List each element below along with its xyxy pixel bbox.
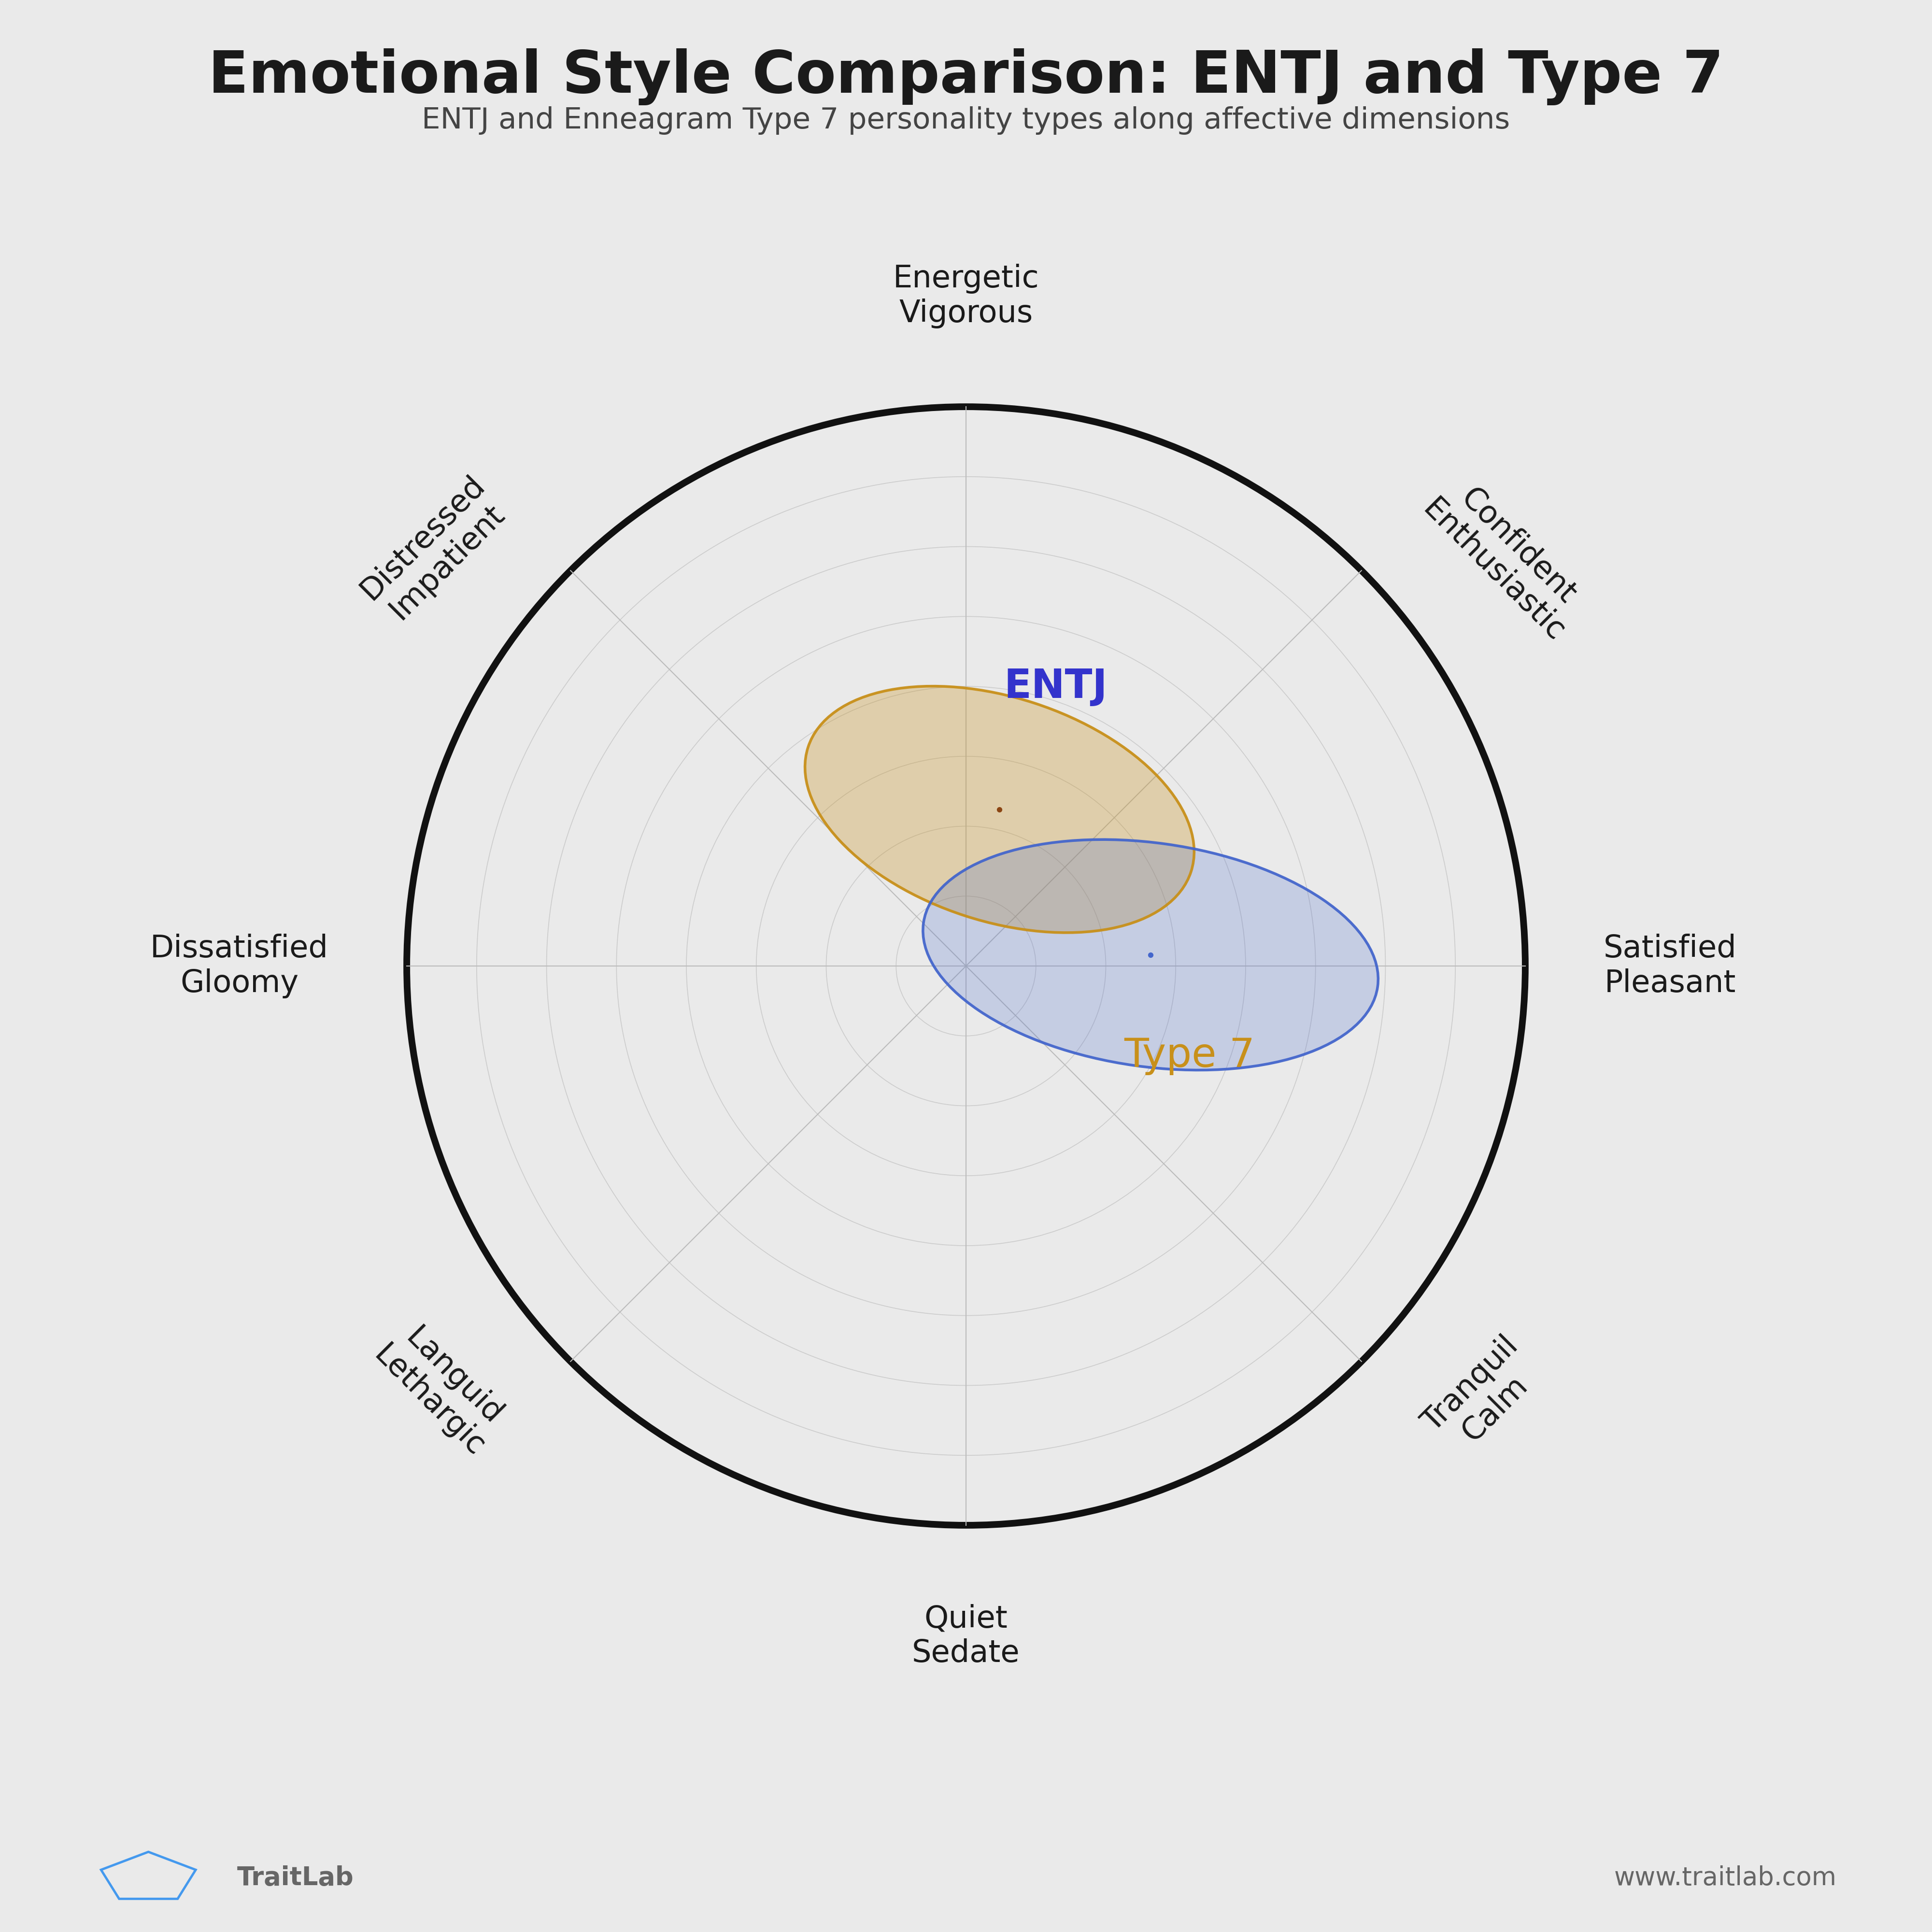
Text: Emotional Style Comparison: ENTJ and Type 7: Emotional Style Comparison: ENTJ and Typ… <box>209 48 1723 104</box>
Text: Satisfied
Pleasant: Satisfied Pleasant <box>1604 933 1737 999</box>
Text: Dissatisfied
Gloomy: Dissatisfied Gloomy <box>151 933 328 999</box>
Point <box>983 794 1014 825</box>
Text: ENTJ: ENTJ <box>1005 667 1107 705</box>
Text: Energetic
Vigorous: Energetic Vigorous <box>893 265 1039 328</box>
Text: TraitLab: TraitLab <box>238 1864 354 1889</box>
Text: Type 7: Type 7 <box>1124 1036 1256 1074</box>
Text: Confident
Enthusiastic: Confident Enthusiastic <box>1416 469 1596 647</box>
Text: Quiet
Sedate: Quiet Sedate <box>912 1604 1020 1667</box>
Ellipse shape <box>806 686 1194 933</box>
Text: Languid
Lethargic: Languid Lethargic <box>369 1316 516 1463</box>
Text: Tranquil
Calm: Tranquil Calm <box>1416 1331 1549 1463</box>
Text: ENTJ and Enneagram Type 7 personality types along affective dimensions: ENTJ and Enneagram Type 7 personality ty… <box>421 106 1511 135</box>
Point <box>1136 939 1167 970</box>
Text: www.traitlab.com: www.traitlab.com <box>1615 1864 1837 1889</box>
Text: Distressed
Impatient: Distressed Impatient <box>355 469 516 630</box>
Ellipse shape <box>923 840 1378 1070</box>
